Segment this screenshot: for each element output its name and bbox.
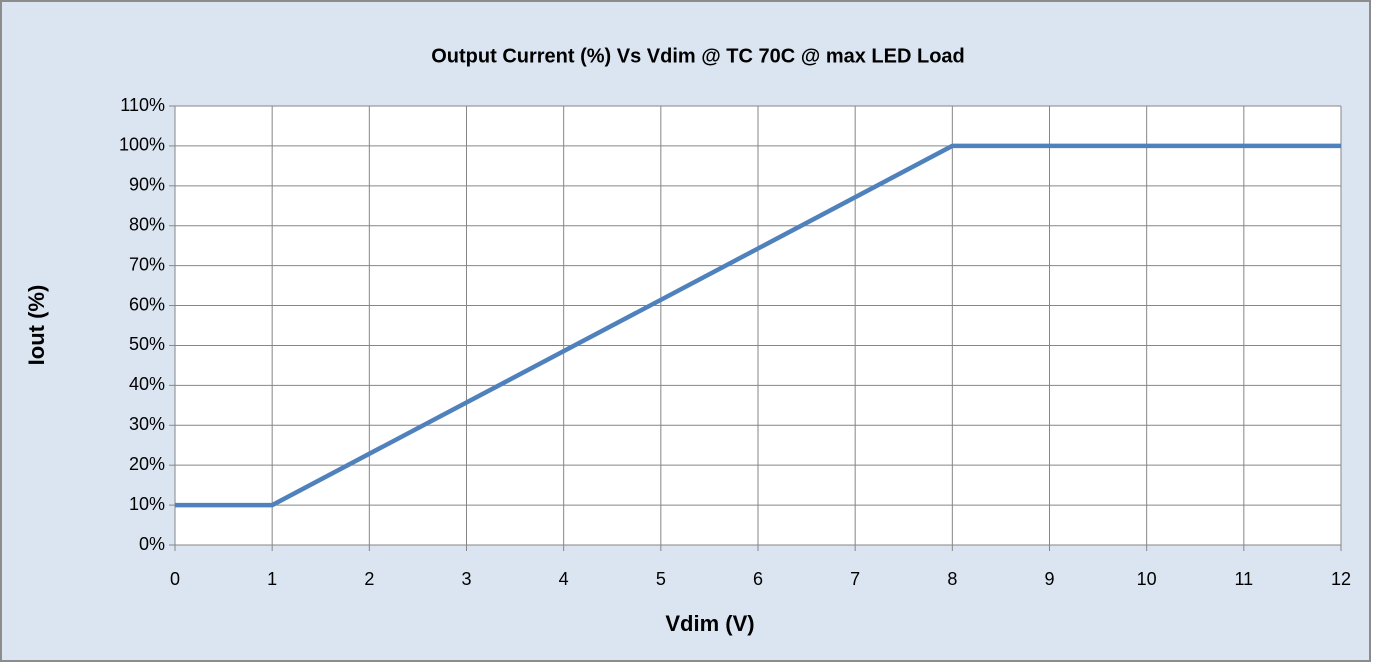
x-tick-label: 12 bbox=[1331, 569, 1351, 589]
chart-title: Output Current (%) Vs Vdim @ TC 70C @ ma… bbox=[431, 45, 965, 67]
y-tick-label: 60% bbox=[129, 294, 165, 314]
x-tick-label: 7 bbox=[850, 569, 860, 589]
x-tick-label: 2 bbox=[364, 569, 374, 589]
y-tick-label: 50% bbox=[129, 334, 165, 354]
y-tick-label: 0% bbox=[139, 534, 165, 554]
x-tick-label: 4 bbox=[559, 569, 569, 589]
y-tick-label: 90% bbox=[129, 175, 165, 195]
y-tick-label: 10% bbox=[129, 494, 165, 514]
y-tick-label: 110% bbox=[120, 95, 165, 115]
y-tick-label: 40% bbox=[129, 374, 165, 394]
y-tick-label: 100% bbox=[119, 135, 165, 155]
x-tick-label: 10 bbox=[1137, 569, 1157, 589]
y-tick-label: 80% bbox=[129, 214, 165, 234]
x-tick-label: 0 bbox=[170, 569, 180, 589]
x-tick-label: 11 bbox=[1234, 569, 1253, 589]
x-tick-label: 6 bbox=[753, 569, 763, 589]
y-tick-label: 70% bbox=[129, 254, 165, 274]
y-axis-label: Iout (%) bbox=[24, 285, 49, 366]
x-tick-label: 5 bbox=[656, 569, 666, 589]
data-line bbox=[175, 143, 1341, 508]
y-tick-label: 20% bbox=[129, 454, 165, 474]
x-tick-label: 8 bbox=[947, 569, 957, 589]
x-tick-label: 9 bbox=[1044, 569, 1054, 589]
x-tick-label: 3 bbox=[461, 569, 471, 589]
y-tick-label: 30% bbox=[129, 414, 165, 434]
x-axis-label: Vdim (V) bbox=[665, 611, 754, 636]
x-tick-label: 1 bbox=[267, 569, 277, 589]
